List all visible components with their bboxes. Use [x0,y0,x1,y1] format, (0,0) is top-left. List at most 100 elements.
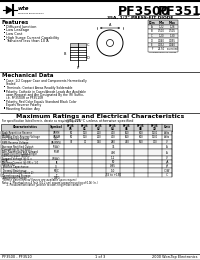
Text: 1000: 1000 [152,135,158,139]
Text: RMS Reverse Voltage: RMS Reverse Voltage [2,141,28,145]
Text: Equals Reverse Polarity: Equals Reverse Polarity [6,103,41,107]
Bar [148,24,178,29]
Text: half sine-wave (JEDEC): half sine-wave (JEDEC) [2,154,30,158]
Bar [1,173,172,177]
Bar [148,38,178,42]
Text: B: B [151,29,153,34]
Text: IFSM: IFSM [54,150,59,154]
Text: 50: 50 [69,135,73,139]
Text: 04: 04 [111,127,115,131]
Bar [148,47,178,51]
Text: Thermal Resistance: Thermal Resistance [2,169,26,173]
Bar [1,160,172,164]
Text: High Surge Current Capability: High Surge Current Capability [6,36,59,40]
Text: Polarity: Cathode in Cases/Anode Leads Are Available: Polarity: Cathode in Cases/Anode Leads A… [6,90,86,94]
Text: μA: μA [165,160,169,164]
Text: Junction-to-Case (Note 2): Junction-to-Case (Note 2) [2,171,34,175]
Bar [4,36,5,37]
Text: 200A): 200A) [2,159,9,163]
Text: WON-TOP ELECTRONICS: WON-TOP ELECTRONICS [18,12,44,14]
Bar [148,42,178,47]
Text: VRRM: VRRM [53,131,60,135]
Text: 50: 50 [69,131,73,135]
Text: *Where parenthetical figures are available upon request.: *Where parenthetical figures are availab… [2,178,77,182]
Text: VDC: VDC [54,137,59,141]
Text: upon Request and Are Designated By the (R) Suffix,: upon Request and Are Designated By the (… [6,93,84,97]
Text: 0.055: 0.055 [169,38,176,42]
Text: PF35: PF35 [81,124,89,128]
Text: A: A [166,151,168,155]
Text: PF3500: PF3500 [118,5,170,18]
Text: Symbol: Symbol [50,125,63,129]
Text: 800: 800 [139,131,143,135]
Text: TJ,: TJ, [55,174,58,178]
Text: °C: °C [166,173,168,177]
Text: Volts: Volts [164,131,170,135]
Bar [4,32,5,33]
Text: 01: 01 [83,127,87,131]
Text: RθJC: RθJC [54,169,59,173]
Text: pF: pF [166,164,168,168]
Bar [1,131,172,135]
Text: 24.50: 24.50 [158,48,165,51]
Text: Surge Current 8.3ms Single: Surge Current 8.3ms Single [2,152,37,156]
Text: 35: 35 [69,140,73,144]
Bar [4,107,5,109]
Text: Average Rectified Output: Average Rectified Output [2,145,34,149]
Text: 800: 800 [139,135,143,139]
Text: 0.85: 0.85 [110,164,116,168]
Bar [1,156,172,160]
Text: Mechanical Data: Mechanical Data [2,73,54,78]
Text: VF(AV): VF(AV) [52,157,61,161]
Polygon shape [6,6,13,14]
Text: 400: 400 [110,151,116,155]
Text: Diffused Junction: Diffused Junction [6,25,36,29]
Bar [1,168,172,173]
Text: 35: 35 [111,145,115,149]
Text: Rated VR): Rated VR) [2,163,15,167]
Text: 02: 02 [97,127,101,131]
Text: A: A [109,23,111,28]
Text: Low Cost: Low Cost [6,32,22,36]
Text: Forward Voltage (@ IL =: Forward Voltage (@ IL = [2,157,32,161]
Text: D: D [87,56,90,60]
Text: Voltage: Voltage [2,133,12,137]
Text: IR: IR [55,161,58,165]
Text: 400: 400 [111,131,115,135]
Text: 600: 600 [125,135,129,139]
Text: F: F [151,48,153,51]
Text: Low Leakage: Low Leakage [6,29,29,32]
Text: PF35: PF35 [67,124,75,128]
Bar [1,164,172,168]
Text: Reverse Current (@ VR = 1.0: Reverse Current (@ VR = 1.0 [2,161,38,165]
Text: 2000 Won-Top Electronics: 2000 Won-Top Electronics [153,255,198,259]
Text: 06: 06 [125,127,129,131]
Text: 560: 560 [139,140,143,144]
Text: Mounting Position: Any: Mounting Position: Any [6,107,40,111]
Text: A: A [166,145,168,149]
Bar [4,90,5,92]
Text: 1.1: 1.1 [111,156,115,160]
Text: IF(AV): IF(AV) [53,145,60,149]
Text: 1.26: 1.26 [170,25,175,29]
Text: Temperature Range: Temperature Range [2,176,27,180]
Text: Maximum Ratings and Electrical Characteristics: Maximum Ratings and Electrical Character… [16,114,184,119]
Text: Case: 1/2 Copper Case and Components Hermetically: Case: 1/2 Copper Case and Components Her… [6,79,87,83]
Text: 1.20: 1.20 [159,34,164,38]
Text: as noted: as noted [167,48,178,51]
Text: 200: 200 [97,131,101,135]
Bar [4,29,5,30]
Text: 1000: 1000 [152,131,158,135]
Text: PF3510: PF3510 [158,5,200,18]
Text: 0.032: 0.032 [158,43,165,47]
Text: 10: 10 [153,127,157,131]
Text: 1 of 3: 1 of 3 [95,255,105,259]
Text: wte: wte [18,5,30,10]
Text: 05: 05 [69,127,73,131]
Text: PF35: PF35 [151,124,159,128]
Text: C: C [87,43,90,47]
Text: All Dimensions in Inches: All Dimensions in Inches [149,52,177,53]
Bar [70,43,86,47]
Text: B: B [64,52,66,56]
Text: Junction Capacitance: Junction Capacitance [2,165,29,169]
